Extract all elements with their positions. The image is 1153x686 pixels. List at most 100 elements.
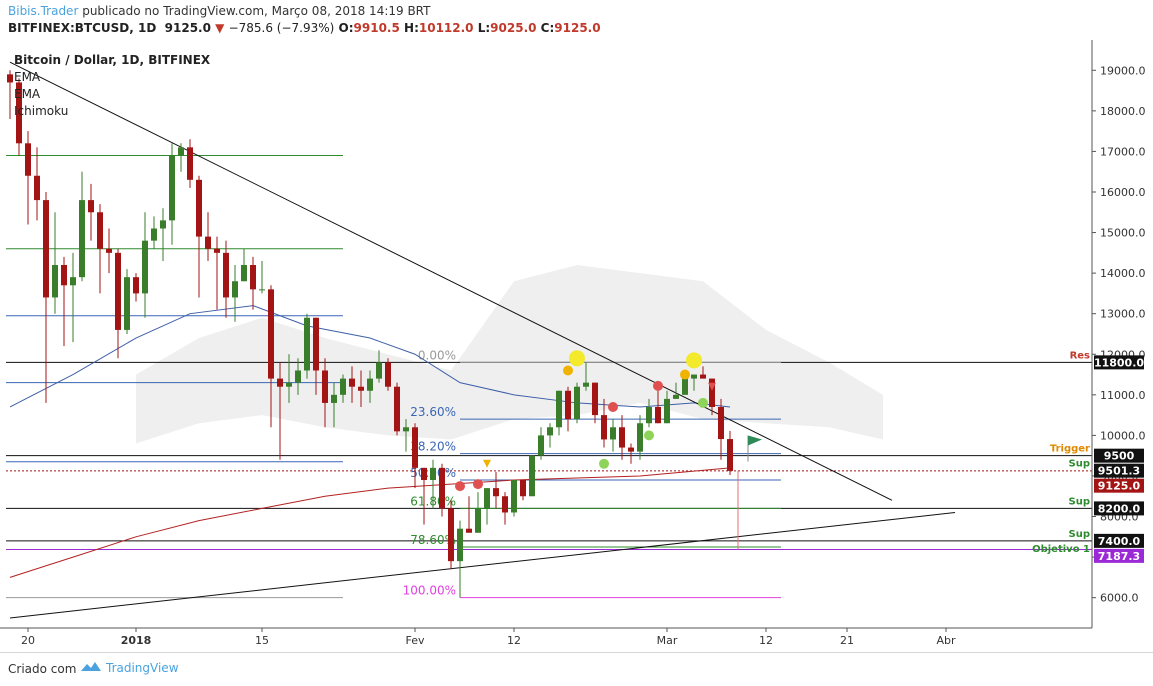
price-tag-1: Trigger (1050, 444, 1090, 455)
high-value: 10112.0 (418, 21, 474, 35)
candle-body-51 (466, 528, 472, 533)
flag-icon (748, 435, 762, 446)
candle-body-57 (520, 480, 526, 497)
candle-body-5 (52, 265, 58, 298)
candle-body-58 (529, 455, 535, 497)
signal-marker-3 (680, 369, 690, 380)
candle-body-10 (97, 212, 103, 249)
y-tick-label-1: 18000.0 (1100, 105, 1146, 118)
ema-slow-line (9, 467, 731, 578)
x-tick-label-2: 15 (255, 634, 269, 647)
candle-body-11 (106, 248, 112, 253)
candle-body-55 (502, 496, 508, 513)
candle-body-33 (304, 317, 310, 371)
candle-body-37 (340, 378, 346, 395)
x-tick-label-5: Mar (657, 634, 678, 647)
candle-body-17 (160, 220, 166, 229)
candle-body-61 (556, 390, 562, 428)
x-tick-label-4: 12 (507, 634, 521, 647)
candle-body-3 (34, 175, 40, 201)
ema-fast-line (9, 305, 731, 408)
price-label-bg-3 (1094, 478, 1144, 493)
x-tick-label-7: 21 (840, 634, 854, 647)
chart-legend: Bitcoin / Dollar, 1D, BITFINEX EMA EMA I… (14, 52, 210, 120)
price-label-5: 7400.0 (1098, 535, 1141, 548)
trendline-1 (9, 511, 956, 619)
tradingview-logo-icon (81, 662, 101, 671)
candle-body-15 (142, 240, 148, 294)
candle-body-80 (727, 439, 733, 471)
candle-body-4 (43, 200, 49, 298)
price-label-0: 11800.0 (1094, 356, 1144, 369)
price-change: −785.6 (−7.93%) (228, 21, 335, 35)
price-tag-2: Sup (1069, 459, 1090, 470)
legend-ema-fast[interactable]: EMA (14, 70, 41, 84)
candle-body-34 (313, 317, 319, 371)
chart-header: Bibis.Trader publicado no TradingView.co… (0, 0, 1153, 40)
candle-body-78 (709, 378, 715, 407)
legend-ichimoku[interactable]: Ichimoku (14, 104, 69, 118)
price-tag-5: Sup (1069, 529, 1090, 540)
candle-body-45 (412, 427, 418, 468)
tradingview-link[interactable]: TradingView (80, 660, 179, 675)
candle-body-38 (349, 378, 355, 387)
open-label: O: (338, 21, 354, 35)
y-tick-label-4: 15000.0 (1100, 227, 1146, 240)
candle-body-39 (358, 386, 364, 391)
candle-body-6 (61, 265, 67, 286)
fib-level-label-5: 78.60% (410, 533, 456, 547)
candle-body-9 (88, 200, 94, 213)
trendline-0 (9, 61, 893, 501)
price-label-bg-0 (1094, 355, 1144, 370)
candle-body-31 (286, 382, 292, 387)
signal-marker-10 (599, 458, 609, 469)
candle-body-23 (214, 248, 220, 253)
candle-body-32 (295, 370, 301, 383)
candle-body-26 (241, 265, 247, 282)
candle-body-35 (322, 370, 328, 403)
signal-marker-4 (653, 380, 663, 391)
candle-body-24 (223, 252, 229, 298)
high-label: H: (404, 21, 419, 35)
down-arrow-icon: ▼ (215, 21, 225, 35)
candle-body-22 (205, 236, 211, 249)
candle-body-40 (367, 378, 373, 391)
ohlc-line: BITFINEX:BTCUSD, 1D 9125.0 ▼ −785.6 (−7.… (8, 21, 601, 35)
candle-body-66 (601, 415, 607, 440)
footer: Criado com TradingView (0, 652, 1153, 686)
close-label: C: (540, 21, 555, 35)
price-tag-6: Objetivo 1 (1032, 544, 1090, 555)
price-tag-0: Res (1070, 350, 1090, 361)
candle-body-19 (178, 147, 184, 156)
price-chart[interactable]: 0.00%23.60%38.20%50.00%61.80%78.60%100.0… (0, 40, 1153, 652)
candle-body-69 (628, 447, 634, 452)
candle-body-42 (385, 362, 391, 387)
created-with-label: Criado com (8, 662, 77, 676)
candle-body-43 (394, 386, 400, 432)
signal-marker-12 (708, 382, 716, 391)
candle-body-0 (7, 74, 13, 83)
candle-body-62 (565, 390, 571, 420)
candle-body-52 (475, 508, 481, 533)
signal-marker-1 (563, 365, 573, 376)
legend-title: Bitcoin / Dollar, 1D, BITFINEX (14, 53, 211, 67)
candle-body-56 (511, 480, 517, 513)
candle-body-8 (79, 200, 85, 278)
candle-body-36 (331, 394, 337, 403)
candle-body-54 (493, 488, 499, 497)
candle-body-79 (718, 406, 724, 440)
candle-body-1 (16, 82, 22, 144)
low-value: 9025.0 (490, 21, 537, 35)
author-link[interactable]: Bibis.Trader (8, 4, 79, 18)
candle-body-13 (124, 277, 130, 330)
price-label-bg-4 (1094, 501, 1144, 516)
price-tag-4: Sup (1069, 496, 1090, 507)
price-label-bg-5 (1094, 533, 1144, 548)
legend-ema-slow[interactable]: EMA (14, 87, 41, 101)
candle-body-64 (583, 382, 589, 387)
signal-marker-6 (473, 479, 483, 490)
candle-body-18 (169, 155, 175, 221)
candle-body-21 (196, 179, 202, 237)
candle-body-73 (664, 398, 670, 424)
candle-body-25 (232, 281, 238, 298)
